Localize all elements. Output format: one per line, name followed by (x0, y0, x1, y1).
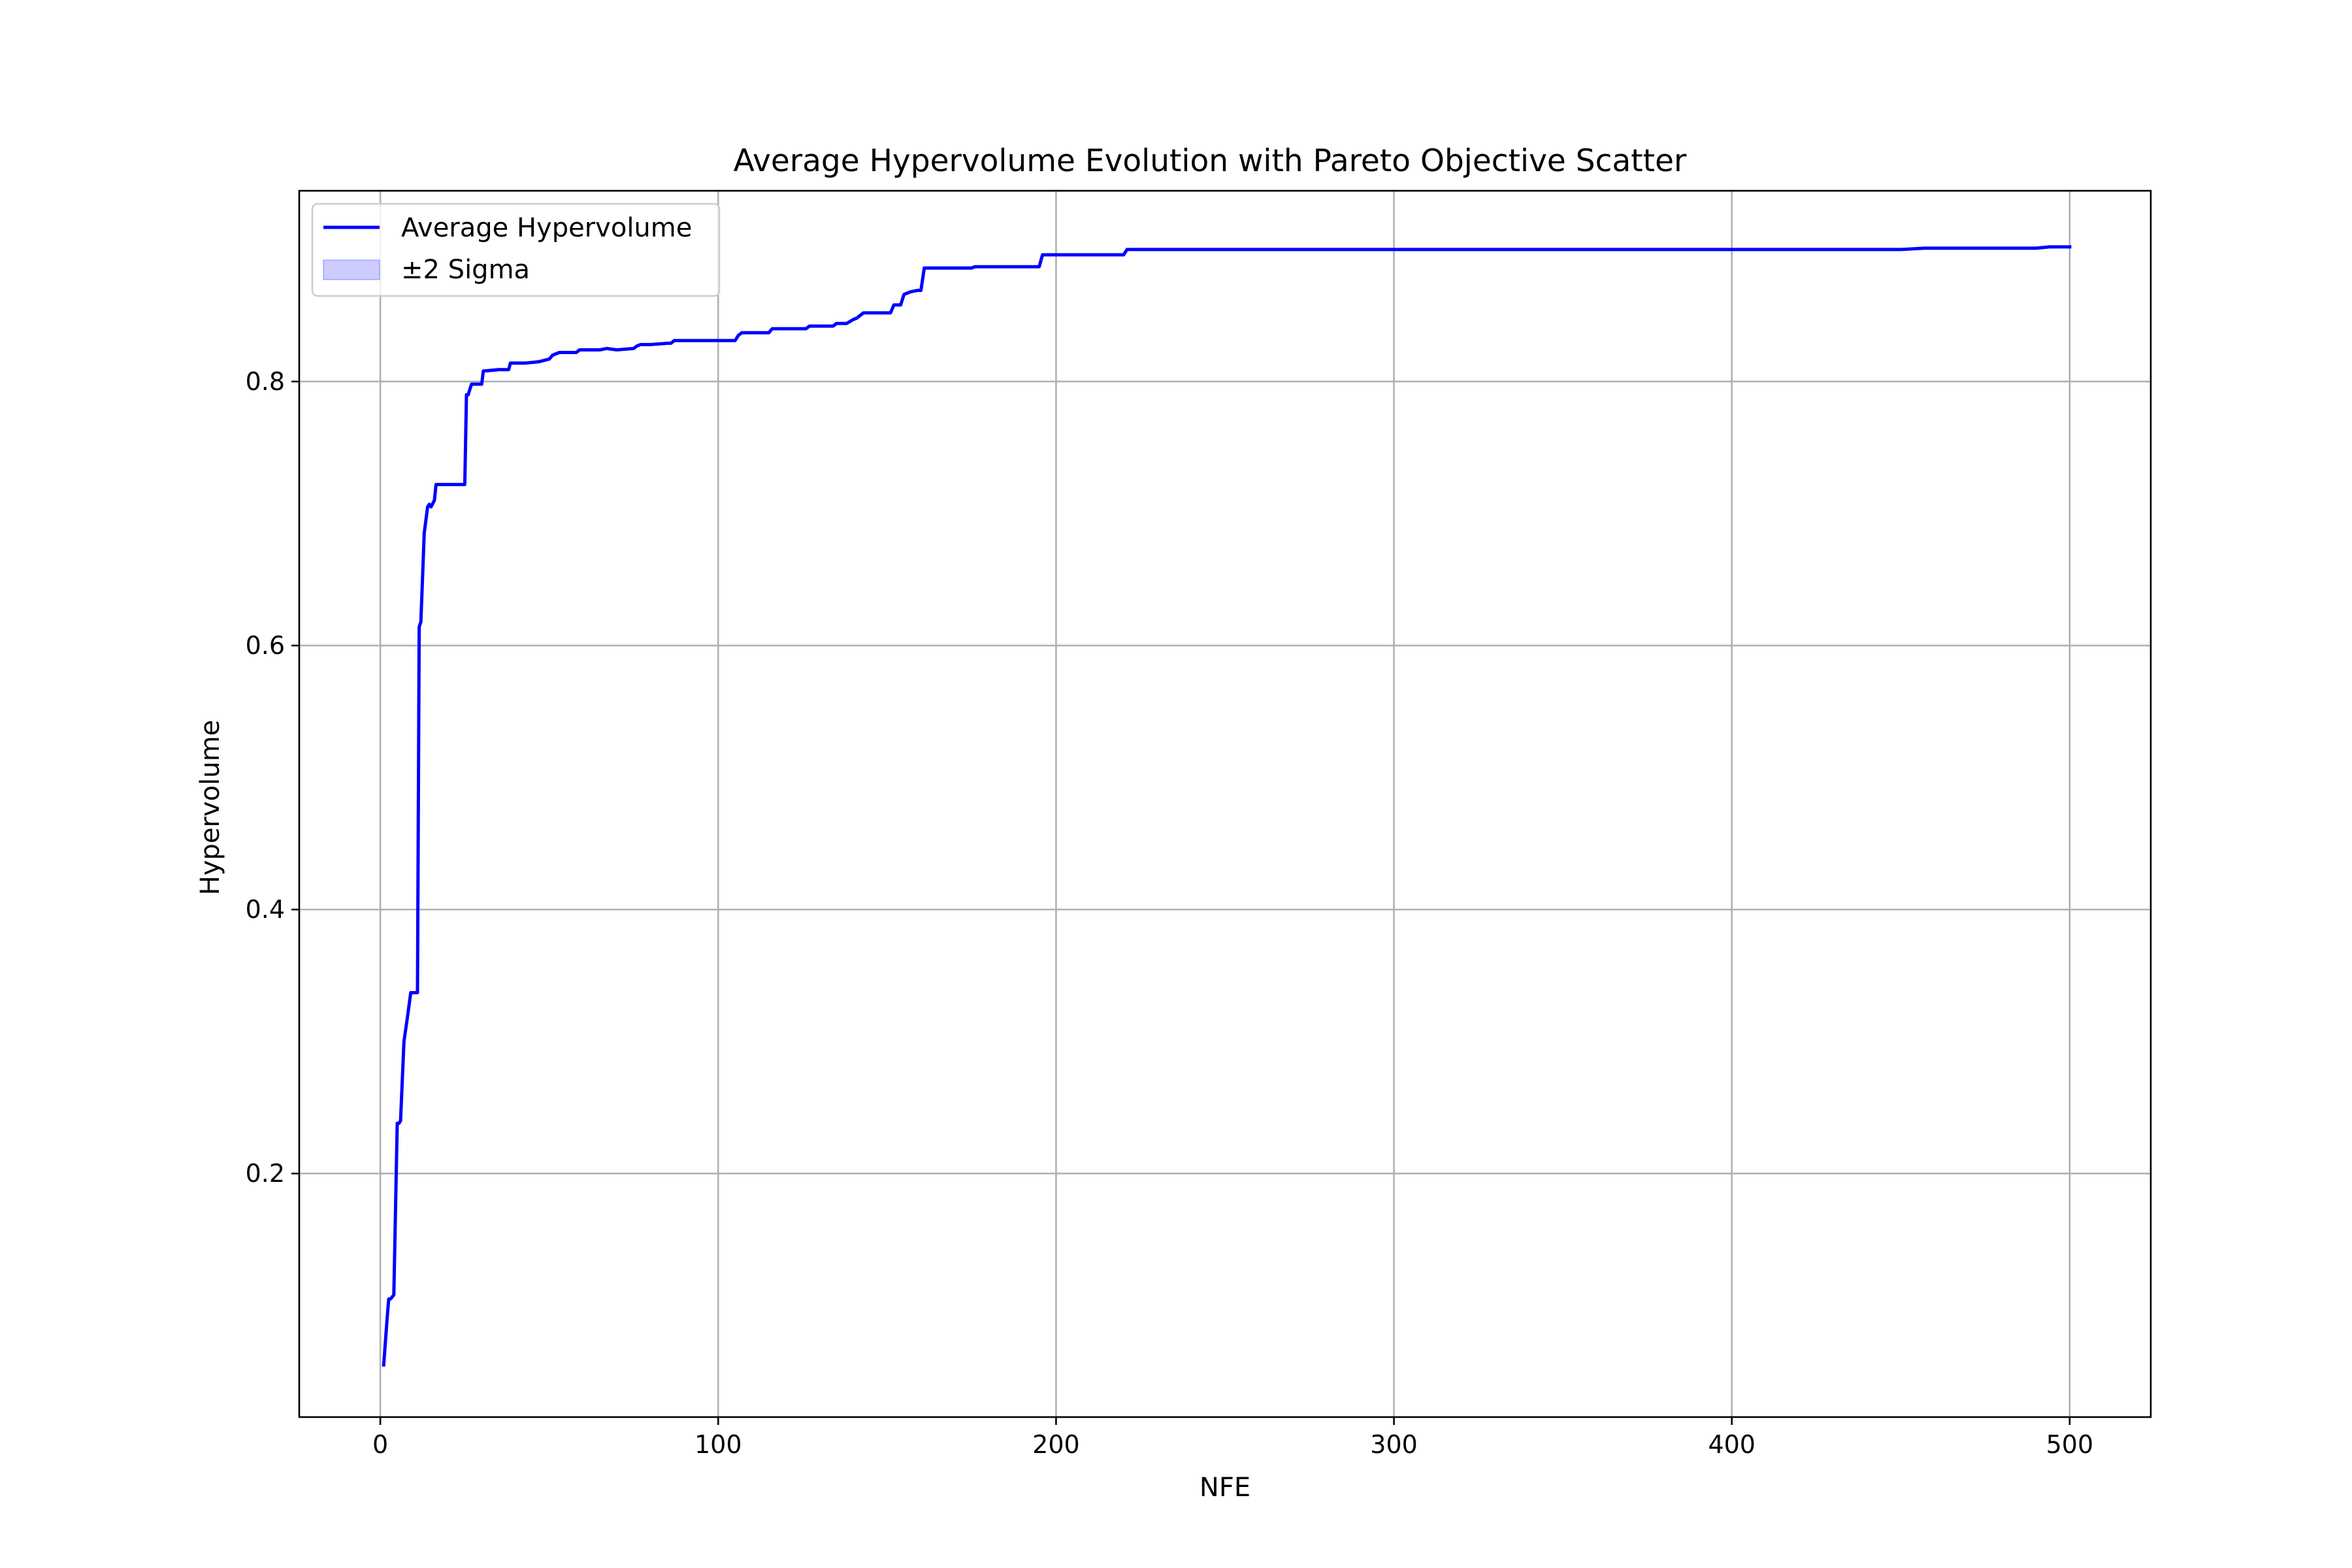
average-hypervolume-line (382, 245, 2072, 1367)
x-tick-label: 200 (1032, 1430, 1080, 1459)
legend-label-sigma: ±2 Sigma (401, 255, 530, 285)
x-tick-label: 0 (372, 1430, 388, 1459)
plot-frame (298, 189, 2152, 1418)
y-axis-title: Hypervolume (195, 720, 225, 895)
series-layer (382, 245, 2072, 1367)
x-tick-label: 300 (1370, 1430, 1418, 1459)
y-axis-ticks: 0.2 0.4 0.6 0.8 (246, 367, 299, 1188)
y-tick-label: 0.8 (246, 367, 285, 396)
x-tick-label: 500 (2046, 1430, 2094, 1459)
legend: Average Hypervolume ±2 Sigma (311, 203, 721, 297)
y-tick-label: 0.2 (246, 1159, 285, 1188)
legend-fill-swatch (323, 259, 380, 280)
chart-title: Average Hypervolume Evolution with Paret… (734, 143, 1687, 179)
legend-label-average-hypervolume: Average Hypervolume (401, 213, 692, 243)
y-tick-label: 0.6 (246, 631, 285, 660)
grid-lines (299, 191, 2151, 1417)
x-tick-label: 100 (694, 1430, 742, 1459)
y-tick-label: 0.4 (246, 895, 285, 924)
x-tick-label: 400 (1708, 1430, 1756, 1459)
x-axis-title: NFE (1200, 1473, 1250, 1503)
legend-box (311, 203, 721, 297)
x-axis-ticks: 0 100 200 300 400 500 (372, 1417, 2093, 1459)
